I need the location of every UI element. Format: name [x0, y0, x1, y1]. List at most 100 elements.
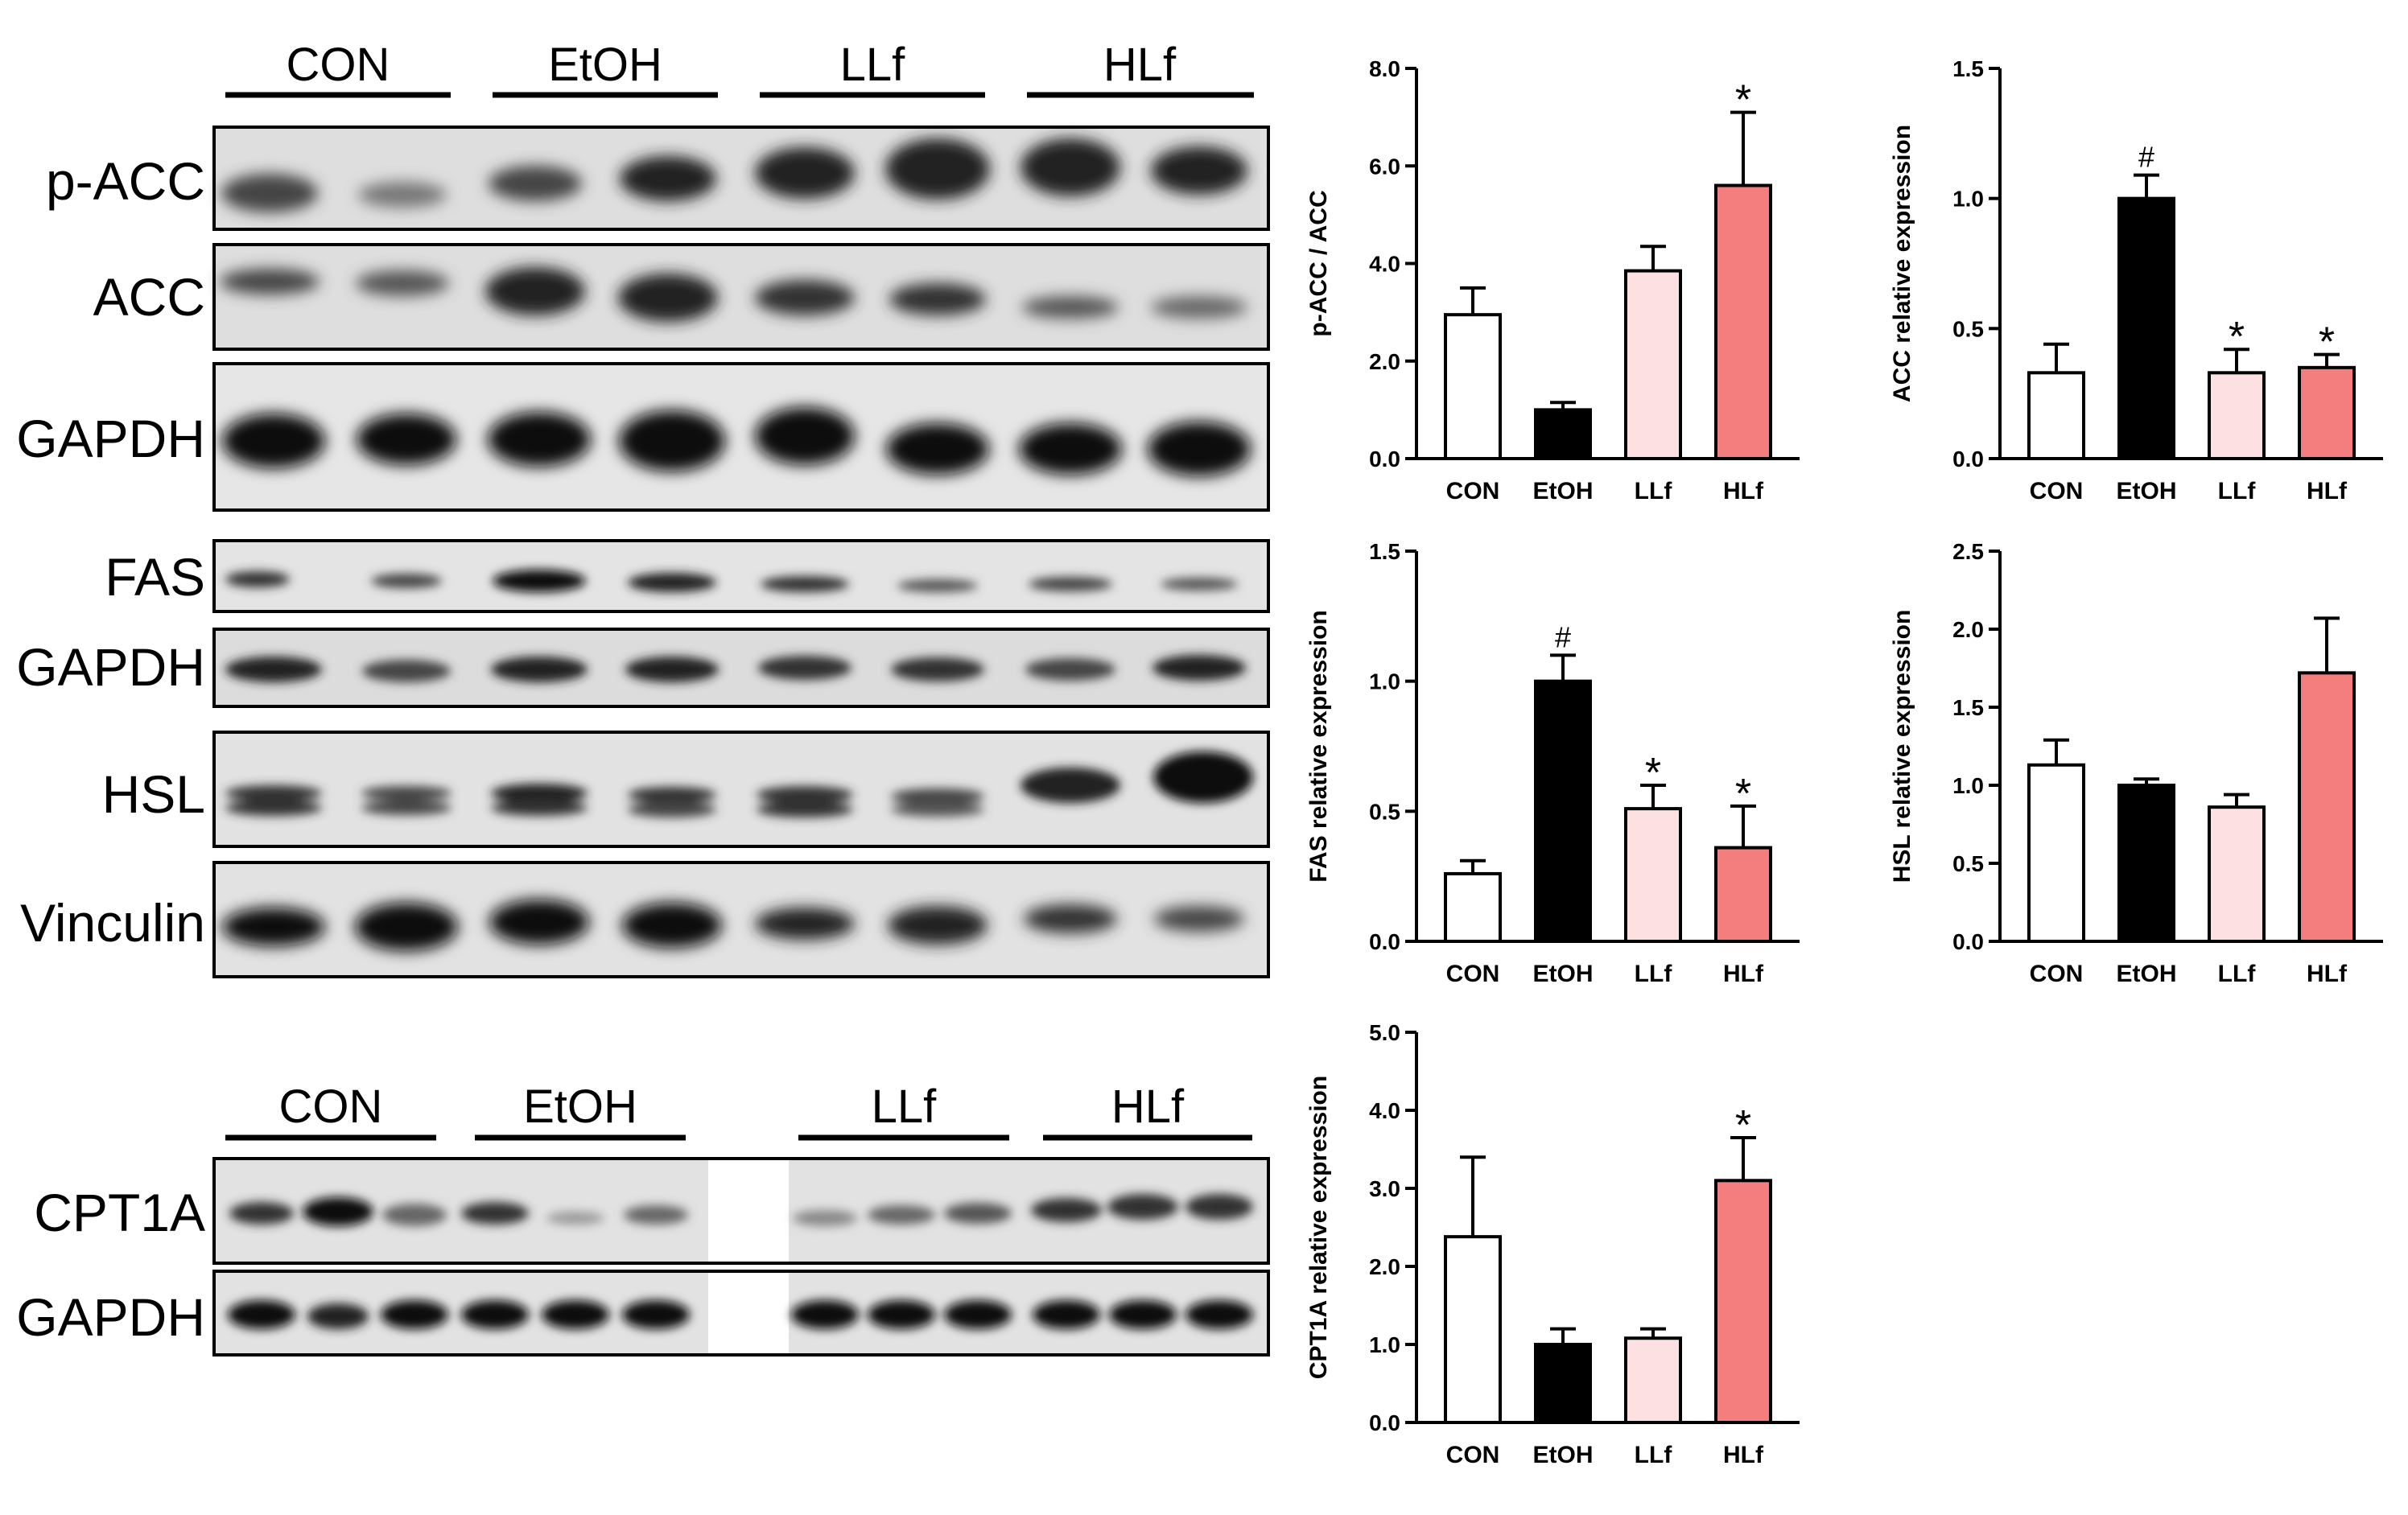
- y-tick-label: 0.0: [1952, 447, 1984, 471]
- significance-marker-hlf: *: [2319, 319, 2335, 366]
- bar-con: [2027, 763, 2085, 943]
- bar-etoh: [2117, 196, 2175, 461]
- bottom-group-label-etoh: EtOH: [523, 1081, 637, 1133]
- significance-marker-llf: *: [2229, 314, 2245, 360]
- chart-svg-1: ACC relative expression 0.0 0.5 1.0 1.5 CON Et…: [1889, 56, 2383, 504]
- y-tick-label: 1.5: [1952, 695, 1984, 720]
- x-tick-label-llf: LLf: [1635, 478, 1673, 504]
- x-tick-label-con: CON: [1446, 961, 1500, 987]
- blot-row-fas: FAS: [105, 539, 1270, 613]
- bar-hlf: [1714, 846, 1772, 944]
- x-tick-label-con: CON: [1446, 1442, 1500, 1468]
- group-label-hlf: HLf: [1103, 39, 1177, 91]
- blot-row-acc: ACC: [93, 243, 1270, 351]
- significance-marker-etoh: #: [2138, 141, 2154, 174]
- group-label-etoh: EtOH: [548, 39, 662, 91]
- blot-row-p-acc: p-ACC: [46, 126, 1270, 231]
- y-tick-label: 4.0: [1369, 252, 1400, 277]
- y-tick-label: 4.0: [1369, 1098, 1400, 1123]
- x-tick-label-hlf: HLf: [1723, 961, 1764, 987]
- y-axis-label: FAS relative expression: [1305, 610, 1332, 883]
- bottom-group-label-llf: LLf: [872, 1081, 938, 1133]
- bottom-group-label-con: CON: [279, 1081, 383, 1133]
- y-tick-label: 1.0: [1369, 669, 1400, 694]
- blot-label-fas: FAS: [105, 547, 205, 607]
- significance-marker-hlf: *: [1735, 771, 1751, 817]
- y-tick-label: 5.0: [1369, 1020, 1400, 1045]
- y-tick-label: 8.0: [1369, 56, 1400, 81]
- x-tick-label-llf: LLf: [1635, 1442, 1673, 1468]
- y-tick-label: 0.5: [1952, 316, 1984, 341]
- bar-hlf: [2298, 671, 2356, 943]
- bar-con: [2027, 371, 2085, 460]
- y-tick-label: 3.0: [1369, 1176, 1400, 1201]
- bottom-group-label-hlf: HLf: [1111, 1081, 1185, 1133]
- y-tick-label: 1.5: [1952, 56, 1984, 81]
- significance-marker-hlf: *: [1735, 77, 1751, 124]
- bar-etoh: [1534, 1343, 1592, 1424]
- y-tick-label: 1.5: [1369, 539, 1400, 564]
- y-tick-label: 0.5: [1952, 851, 1984, 876]
- bar-con: [1444, 1235, 1502, 1425]
- chart-svg-4: CPT1A relative expression 0.0 1.0 2.0 3.0 4.0…: [1305, 1020, 1800, 1468]
- bottom-group-headers: CON EtOH LLf HLf: [225, 1081, 1252, 1141]
- y-axis-label: p-ACC / ACC: [1305, 190, 1332, 336]
- bar-llf: [1624, 269, 1682, 460]
- y-axis-label: HSL relative expression: [1889, 610, 1915, 883]
- x-tick-label-etoh: EtOH: [1533, 1442, 1594, 1468]
- bar-llf: [1624, 807, 1682, 943]
- blot-row-cpt1a: CPT1A: [34, 1157, 1270, 1265]
- chart-svg-3: HSL relative expression 0.0 0.5 1.0 1.5 2.0 2.…: [1889, 539, 2383, 987]
- significance-marker-etoh: #: [1555, 620, 1571, 653]
- blot-row-gapdh-3: GAPDH: [16, 1270, 1270, 1357]
- blot-row-gapdh-2: GAPDH: [16, 628, 1270, 708]
- blot-label-cpt1a: CPT1A: [34, 1183, 205, 1242]
- blot-label-p-acc: p-ACC: [46, 151, 205, 211]
- y-tick-label: 1.0: [1952, 187, 1984, 212]
- bar-con: [1444, 313, 1502, 460]
- bar-llf: [2208, 805, 2266, 943]
- x-tick-label-etoh: EtOH: [2117, 961, 2177, 987]
- bar-llf: [1624, 1336, 1682, 1424]
- y-tick-label: 0.0: [1369, 447, 1400, 471]
- x-tick-label-llf: LLf: [2218, 961, 2257, 987]
- top-group-headers: CON EtOH LLf HLf: [225, 39, 1254, 98]
- chart-hsl-expression: HSL relative expression 0.0 0.5 1.0 1.5 2.0 2.…: [1879, 531, 2408, 1030]
- y-tick-label: 2.5: [1952, 539, 1984, 564]
- bar-hlf: [2298, 365, 2356, 461]
- x-tick-label-hlf: HLf: [2307, 478, 2348, 504]
- y-tick-label: 2.0: [1369, 349, 1400, 374]
- blot-label-gapdh-2: GAPDH: [16, 637, 205, 697]
- bar-con: [1444, 871, 1502, 943]
- y-tick-label: 0.0: [1952, 929, 1984, 954]
- blot-label-vinculin: Vinculin: [20, 893, 205, 953]
- blot-row-vinculin: Vinculin: [20, 861, 1270, 978]
- y-tick-label: 1.0: [1952, 773, 1984, 798]
- blot-label-gapdh-1: GAPDH: [16, 409, 205, 468]
- x-tick-label-etoh: EtOH: [1533, 961, 1594, 987]
- y-tick-label: 2.0: [1952, 617, 1984, 642]
- chart-p-acc-ratio: p-ACC / ACC 0.0 2.0 4.0 6.0 8.0 CON EtOH LLf HLf *: [1296, 48, 1859, 547]
- chart-fas-expression: FAS relative expression 0.0 0.5 1.0 1.5 CON Et…: [1296, 531, 1859, 1030]
- y-tick-label: 0.0: [1369, 1410, 1400, 1435]
- y-tick-label: 0.0: [1369, 929, 1400, 954]
- significance-marker-llf: *: [1645, 750, 1661, 797]
- x-tick-label-etoh: EtOH: [2117, 478, 2177, 504]
- bar-etoh: [1534, 408, 1592, 460]
- x-tick-label-con: CON: [1446, 478, 1500, 504]
- y-tick-label: 1.0: [1369, 1332, 1400, 1357]
- blot-label-acc: ACC: [93, 267, 205, 327]
- group-label-llf: LLf: [840, 39, 906, 91]
- chart-svg-0: p-ACC / ACC 0.0 2.0 4.0 6.0 8.0 CON EtOH LLf HLf *: [1305, 56, 1800, 504]
- y-axis-label: CPT1A relative expression: [1305, 1076, 1332, 1379]
- significance-marker-hlf: *: [1735, 1102, 1751, 1149]
- x-tick-label-hlf: HLf: [1723, 478, 1764, 504]
- x-tick-label-llf: LLf: [1635, 961, 1673, 987]
- x-tick-label-con: CON: [2030, 478, 2084, 504]
- blot-label-gapdh-3: GAPDH: [16, 1287, 205, 1347]
- bar-llf: [2208, 371, 2266, 460]
- blot-label-hsl: HSL: [102, 764, 205, 824]
- chart-svg-2: FAS relative expression 0.0 0.5 1.0 1.5 CON Et…: [1305, 539, 1800, 987]
- group-label-con: CON: [287, 39, 390, 91]
- chart-cpt1a-expression: CPT1A relative expression 0.0 1.0 2.0 3.0 4.0…: [1296, 1012, 1859, 1511]
